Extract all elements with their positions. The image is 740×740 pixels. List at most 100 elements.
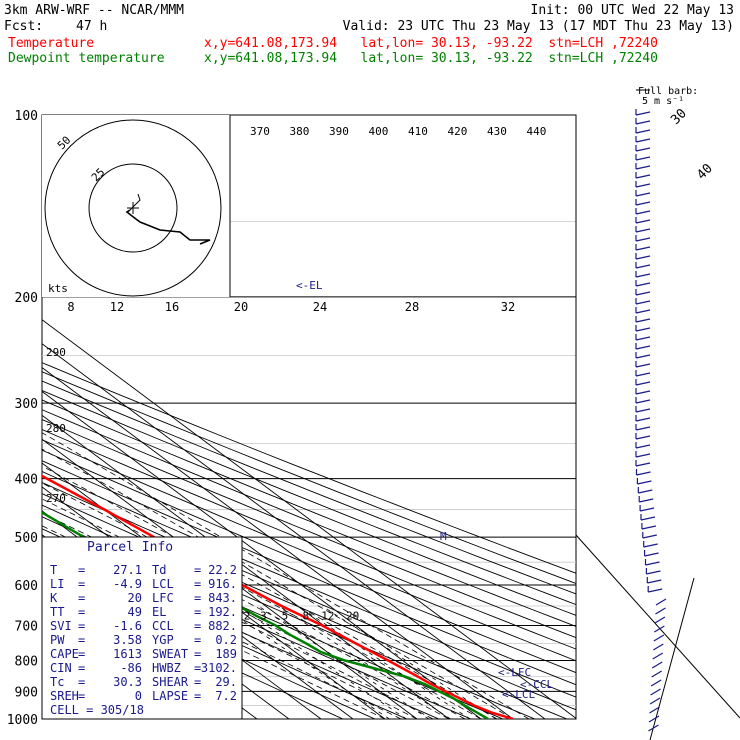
wind-barb [635, 300, 651, 305]
wind-barb [637, 480, 652, 485]
parcel-eq: = [78, 647, 85, 661]
wind-barb [635, 363, 651, 368]
parcel-key: LAPSE [152, 689, 188, 703]
level-marker-label: <-LCL [502, 688, 535, 701]
speed-tick-label: 20 [234, 300, 248, 314]
wind-barb [645, 561, 660, 566]
parcel-eq: = [194, 647, 201, 661]
isotherm-label: 30 [668, 106, 690, 128]
dry-adiabat-line [42, 439, 576, 662]
wind-barb [635, 309, 651, 314]
isotherm-line [42, 438, 418, 719]
parcel-value: 3102. [201, 661, 237, 675]
parcel-eq: = [78, 661, 85, 675]
wind-barb [635, 273, 651, 278]
moist-adiabat-line [42, 448, 514, 719]
wind-barb [635, 381, 651, 386]
wind-barb [644, 552, 659, 557]
parcel-eq: = [194, 661, 201, 675]
dry-adiabat-line [42, 429, 576, 650]
parcel-value: 1613 [113, 647, 142, 661]
wind-barb [651, 661, 663, 669]
level-marker-m: M [440, 530, 447, 543]
mixing-ratio-label: 5 [282, 609, 289, 622]
wind-barb [648, 588, 663, 593]
legend-dewpoint-info: x,y=641.08,173.94 lat,lon= 30.13, -93.22… [204, 51, 658, 66]
pressure-tick-label: 400 [15, 473, 38, 488]
parcel-eq: = [78, 689, 85, 703]
dry-adiabat-line [42, 409, 576, 627]
adiabat-label: 280 [46, 422, 66, 435]
wind-barb [648, 715, 660, 723]
isotherm-line [42, 462, 386, 719]
pressure-tick-label: 300 [15, 397, 38, 412]
barb-legend-line2: 5 m s⁻¹ [642, 96, 684, 107]
parcel-value: 29. [215, 675, 237, 689]
wind-barb [635, 408, 651, 413]
parcel-key: YGP [152, 633, 174, 647]
wind-barb [635, 174, 651, 179]
isotherm-label: 40 [694, 161, 716, 183]
parcel-value: 189 [215, 647, 237, 661]
wind-barb [635, 264, 651, 269]
dry-adiabat-line [42, 389, 576, 606]
pressure-tick-label: 600 [15, 579, 38, 594]
parcel-key: LCL [152, 577, 174, 591]
speed-tick-label: 24 [313, 300, 327, 314]
speed-tick-label: 16 [165, 300, 179, 314]
forecast-hour: 47 h [76, 19, 108, 34]
wind-barb [641, 525, 657, 530]
dry-adiabat-line [42, 419, 576, 639]
parcel-eq: = [194, 675, 201, 689]
parcel-eq: = [194, 577, 201, 591]
wind-barb [638, 489, 653, 494]
isotherm-line [42, 366, 514, 719]
wind-barb [635, 129, 651, 134]
parcel-key: Td [152, 563, 166, 577]
forecast-label: Fcst: [4, 19, 44, 34]
wind-barb [636, 471, 651, 476]
hodograph-ring-50 [44, 119, 222, 297]
parcel-eq: = [194, 633, 201, 647]
speed-tick-label: 12 [110, 300, 124, 314]
pressure-tick-label: 800 [15, 654, 38, 669]
parcel-value: 49 [128, 605, 142, 619]
speed-tick-label: 28 [405, 300, 419, 314]
parcel-eq: = [194, 591, 201, 605]
wind-barb [635, 426, 651, 431]
wind-barb [635, 453, 651, 458]
theta-label: 440 [527, 125, 547, 138]
wind-barb [635, 318, 651, 323]
wind-barb [655, 607, 666, 615]
init-time: Init: 00 UTC Wed 22 May 13 [530, 3, 735, 18]
dry-adiabat-line [42, 362, 576, 574]
mixing-ratio-label: 8 [303, 609, 310, 622]
wind-barb [643, 543, 658, 548]
valid-time: Valid: 23 UTC Thu 23 May 13 (17 MDT Thu … [342, 19, 734, 34]
parcel-key: EL [152, 605, 166, 619]
wind-barb [647, 579, 662, 584]
dry-adiabat-line [42, 399, 576, 616]
moist-adiabat-line [42, 525, 434, 719]
wind-barb [650, 679, 662, 687]
moist-adiabat-line [42, 546, 402, 719]
wind-barb [635, 138, 651, 143]
temperature-line [42, 474, 514, 719]
parcel-value: 30.3 [113, 675, 142, 689]
parcel-key: SVI [50, 619, 72, 633]
wind-barb [635, 111, 651, 116]
wind-barb [635, 435, 651, 440]
wind-barb [635, 417, 651, 422]
pressure-tick-label: 100 [15, 109, 38, 124]
right-border-edge [649, 577, 695, 740]
wind-barb [649, 706, 660, 714]
isotherm-line [42, 414, 450, 719]
wind-barb [651, 670, 662, 678]
hodograph-unit-label: kts [48, 282, 68, 295]
legend-temperature-info: x,y=641.08,173.94 lat,lon= 30.13, -93.22… [204, 36, 658, 51]
barb-legend-line1: Full barb: [638, 86, 698, 97]
mixing-ratio-line [258, 605, 430, 719]
theta-label: 380 [290, 125, 310, 138]
